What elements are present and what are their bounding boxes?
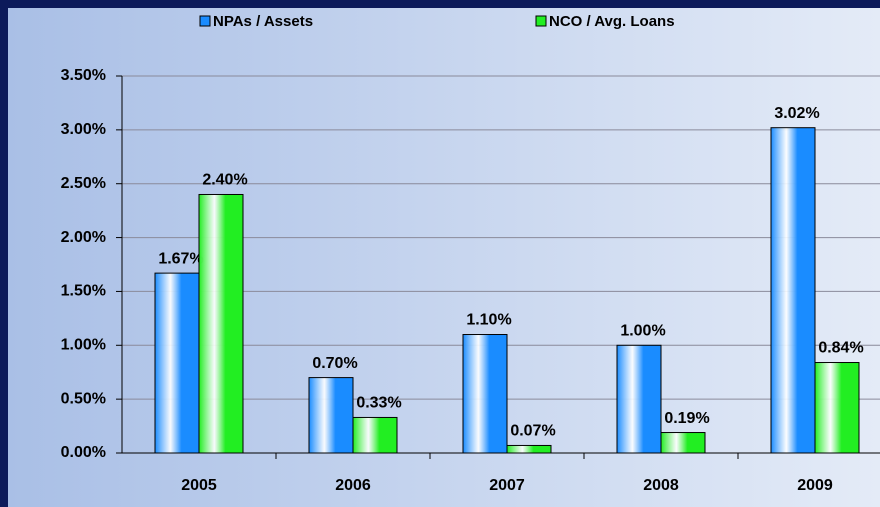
y-tick-label: 0.00% bbox=[61, 444, 106, 461]
bar bbox=[462, 334, 508, 454]
y-tick-label: 3.00% bbox=[61, 121, 106, 138]
x-tick-label: 2006 bbox=[335, 477, 371, 494]
y-tick-label: 2.50% bbox=[61, 175, 106, 192]
bar bbox=[814, 362, 860, 454]
x-tick-label: 2005 bbox=[181, 477, 217, 494]
bar bbox=[506, 444, 552, 454]
value-label: 0.84% bbox=[818, 340, 863, 357]
value-label: 2.40% bbox=[202, 172, 247, 189]
bar bbox=[198, 193, 244, 454]
y-tick-label: 2.00% bbox=[61, 229, 106, 246]
value-label: 3.02% bbox=[774, 105, 819, 122]
bar bbox=[660, 432, 706, 454]
bar bbox=[770, 127, 816, 454]
value-label: 1.10% bbox=[466, 312, 511, 329]
x-tick-label: 2007 bbox=[489, 477, 525, 494]
panel bbox=[8, 8, 880, 507]
value-label: 0.33% bbox=[356, 395, 401, 412]
legend-label: NCO / Avg. Loans bbox=[549, 13, 675, 30]
x-tick-label: 2008 bbox=[643, 477, 679, 494]
bar bbox=[154, 272, 200, 454]
legend-swatch bbox=[535, 15, 547, 27]
value-label: 0.70% bbox=[312, 355, 357, 372]
value-label: 0.07% bbox=[510, 423, 555, 440]
y-tick-label: 0.50% bbox=[61, 390, 106, 407]
y-tick-label: 1.50% bbox=[61, 283, 106, 300]
bar bbox=[352, 416, 398, 454]
bar bbox=[308, 377, 354, 454]
y-tick-label: 1.00% bbox=[61, 337, 106, 354]
legend-label: NPAs / Assets bbox=[213, 13, 313, 30]
y-tick-label: 3.50% bbox=[61, 67, 106, 84]
x-tick-label: 2009 bbox=[797, 477, 833, 494]
bar bbox=[616, 344, 662, 454]
value-label: 1.00% bbox=[620, 323, 665, 340]
value-label: 0.19% bbox=[664, 410, 709, 427]
legend-swatch bbox=[199, 15, 211, 27]
value-label: 1.67% bbox=[158, 250, 203, 267]
